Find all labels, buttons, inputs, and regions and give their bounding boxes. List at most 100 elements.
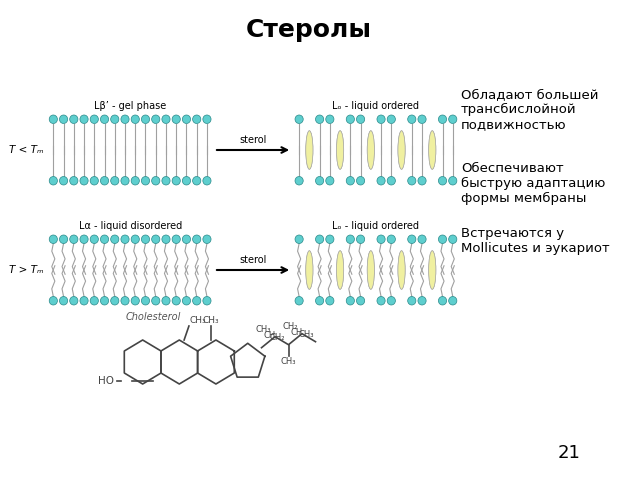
Text: CH₃: CH₃ (203, 316, 220, 325)
Circle shape (131, 297, 140, 305)
Circle shape (193, 235, 201, 243)
Circle shape (387, 177, 396, 185)
Circle shape (100, 115, 109, 123)
Text: CH₂: CH₂ (283, 322, 298, 331)
Text: Встречаются у
Mollicutes и эукариот: Встречаются у Mollicutes и эукариот (461, 227, 609, 255)
Circle shape (60, 235, 68, 243)
Circle shape (111, 115, 119, 123)
Circle shape (326, 235, 334, 243)
Circle shape (326, 297, 334, 305)
Circle shape (408, 297, 416, 305)
Circle shape (111, 297, 119, 305)
Circle shape (60, 177, 68, 185)
Ellipse shape (306, 131, 313, 169)
Ellipse shape (367, 251, 374, 289)
Ellipse shape (429, 251, 436, 289)
Circle shape (121, 235, 129, 243)
Circle shape (49, 235, 58, 243)
Circle shape (377, 235, 385, 243)
Ellipse shape (337, 251, 344, 289)
Circle shape (152, 297, 160, 305)
Circle shape (172, 297, 180, 305)
Circle shape (418, 235, 426, 243)
Ellipse shape (398, 131, 405, 169)
Circle shape (152, 115, 160, 123)
Circle shape (111, 177, 119, 185)
Text: Lβ’ - gel phase: Lβ’ - gel phase (94, 101, 166, 111)
Text: Cholesterol: Cholesterol (125, 312, 180, 322)
Text: T < Tₘ: T < Tₘ (9, 145, 44, 155)
Circle shape (408, 177, 416, 185)
Circle shape (356, 115, 365, 123)
Circle shape (131, 177, 140, 185)
Circle shape (193, 297, 201, 305)
Circle shape (141, 297, 150, 305)
Circle shape (80, 235, 88, 243)
Circle shape (326, 115, 334, 123)
Text: HO: HO (98, 376, 114, 386)
Circle shape (203, 177, 211, 185)
Circle shape (356, 297, 365, 305)
Circle shape (162, 297, 170, 305)
Text: CH₃: CH₃ (256, 324, 271, 334)
Circle shape (172, 115, 180, 123)
Circle shape (295, 115, 303, 123)
Circle shape (80, 297, 88, 305)
Ellipse shape (398, 251, 405, 289)
Circle shape (141, 177, 150, 185)
Ellipse shape (337, 131, 344, 169)
Circle shape (316, 177, 324, 185)
Text: CH: CH (290, 328, 302, 336)
Text: Стеролы: Стеролы (246, 18, 371, 42)
Circle shape (449, 177, 457, 185)
Ellipse shape (306, 251, 313, 289)
Circle shape (49, 177, 58, 185)
Ellipse shape (337, 131, 344, 169)
Text: Lₒ - liquid ordered: Lₒ - liquid ordered (332, 101, 419, 111)
Circle shape (162, 235, 170, 243)
Circle shape (70, 177, 78, 185)
Circle shape (377, 297, 385, 305)
Circle shape (111, 235, 119, 243)
Circle shape (408, 115, 416, 123)
Circle shape (162, 177, 170, 185)
Circle shape (316, 297, 324, 305)
Circle shape (193, 115, 201, 123)
Circle shape (90, 235, 99, 243)
Circle shape (152, 177, 160, 185)
Circle shape (449, 115, 457, 123)
Circle shape (387, 235, 396, 243)
Circle shape (438, 297, 447, 305)
Circle shape (60, 115, 68, 123)
Circle shape (449, 297, 457, 305)
Text: CH₃: CH₃ (190, 316, 207, 325)
Circle shape (172, 235, 180, 243)
Circle shape (438, 177, 447, 185)
Circle shape (121, 115, 129, 123)
Circle shape (172, 177, 180, 185)
Circle shape (346, 177, 355, 185)
Circle shape (387, 297, 396, 305)
Circle shape (346, 297, 355, 305)
Circle shape (418, 177, 426, 185)
Circle shape (162, 115, 170, 123)
Text: 21: 21 (557, 444, 580, 462)
Ellipse shape (367, 131, 374, 169)
Circle shape (449, 235, 457, 243)
Circle shape (387, 115, 396, 123)
Circle shape (377, 115, 385, 123)
Circle shape (295, 235, 303, 243)
Text: CH₂: CH₂ (269, 333, 285, 342)
Ellipse shape (306, 251, 313, 289)
Text: Lₒ - liquid ordered: Lₒ - liquid ordered (332, 221, 419, 231)
Circle shape (346, 115, 355, 123)
Circle shape (80, 177, 88, 185)
Text: sterol: sterol (239, 255, 267, 265)
Circle shape (70, 297, 78, 305)
Circle shape (80, 115, 88, 123)
Ellipse shape (367, 251, 374, 289)
Circle shape (182, 177, 191, 185)
Circle shape (203, 297, 211, 305)
Circle shape (121, 297, 129, 305)
Ellipse shape (429, 131, 436, 169)
